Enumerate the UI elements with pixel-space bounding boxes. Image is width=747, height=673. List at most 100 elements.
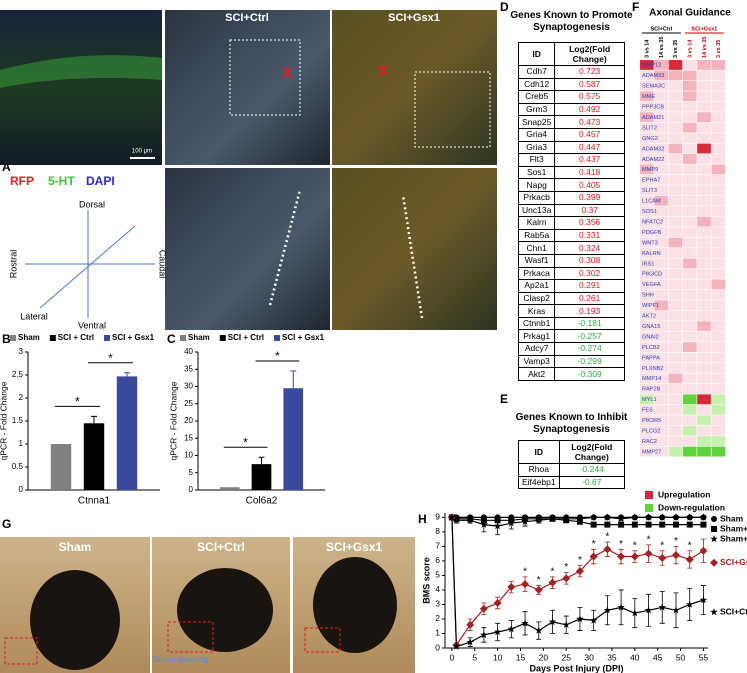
header-cell: ID [517, 42, 556, 66]
bar [50, 444, 72, 490]
heatmap-cell [668, 91, 683, 102]
heatmap-cell [697, 289, 711, 300]
row: Clasp2 0.261 [517, 291, 625, 306]
heatmap-cell [640, 404, 654, 415]
heatmap-cell [697, 269, 711, 279]
heatmap-cell [711, 248, 726, 258]
heatmap-cell [640, 164, 654, 175]
y-tick-label: 1 [435, 628, 440, 638]
significance-label: * [523, 567, 527, 578]
heatmap-cell [654, 174, 668, 185]
cell: Ap2a1 [517, 279, 556, 293]
panel-letter: A [2, 160, 11, 174]
row: Kras 0.193 [517, 304, 625, 318]
photo-note: Dorsal stepping [152, 655, 208, 664]
heatmap-cell [640, 300, 654, 311]
heatmap-cell [668, 436, 683, 447]
mouse [30, 570, 120, 670]
cell: Rhoa [518, 463, 560, 477]
heatmap-cell [682, 415, 697, 426]
cell: Flt3 [517, 153, 556, 167]
heatmap-cell [682, 425, 697, 436]
gene-label: FES [642, 408, 653, 414]
heatmap-cell [668, 80, 683, 91]
heatmap-cell [697, 436, 711, 447]
heatmap-cell [668, 342, 683, 352]
heatmap-cell [697, 415, 711, 426]
heatmap-cell [711, 373, 726, 384]
marker [507, 625, 516, 633]
heatmap-cell [682, 80, 697, 91]
legend-swatch [219, 335, 226, 341]
cell: Prkag1 [517, 329, 556, 344]
heatmap-cell [668, 279, 683, 290]
heatmap-cell [711, 363, 726, 373]
cell: Kalrn [517, 216, 556, 230]
cell: 0.492 [554, 102, 625, 117]
heatmap-cell [668, 300, 683, 311]
y-tick-label: 0 [435, 642, 440, 652]
marker [534, 585, 543, 594]
row: Gria4 0.457 [517, 127, 625, 142]
heatmap-cell [668, 122, 683, 133]
bar [251, 464, 272, 490]
heatmap-cell [711, 342, 726, 352]
heatmap-cell [654, 237, 668, 248]
heatmap-cell [711, 289, 726, 300]
heatmap-cell [682, 269, 697, 279]
gene-label: PAPPA [642, 355, 660, 361]
heatmap-cell [654, 70, 668, 81]
heatmap-cell [654, 373, 668, 384]
marker [466, 620, 475, 629]
marker [452, 516, 461, 524]
legend-marker [710, 558, 718, 567]
heatmap-cell [711, 101, 726, 112]
marker [685, 600, 694, 608]
header-cell: ID [518, 440, 560, 464]
heatmap-cell [711, 415, 726, 426]
gene-label: PIK3CD [642, 272, 662, 278]
x-tick-label: 10 [493, 652, 503, 662]
heatmap-cell [654, 154, 668, 164]
marker [479, 604, 488, 613]
marker [644, 606, 653, 614]
row: Snap25 0.473 [517, 115, 625, 129]
heatmap-cell [668, 133, 683, 143]
heatmap-cell [640, 154, 654, 164]
legend-label: SCI+Ctrl [720, 606, 747, 616]
significance-label: * [275, 349, 280, 363]
cell: -0.257 [554, 329, 625, 344]
cell: -0.181 [554, 316, 625, 331]
y-tick-label: 3 [435, 599, 440, 609]
marker [548, 617, 557, 626]
legend-swatch [180, 335, 186, 341]
heatmap-cell [640, 258, 654, 269]
heatmap-cell [640, 216, 654, 227]
heatmap-cell [668, 143, 683, 154]
heatmap-cell [640, 60, 654, 70]
heatmap-cell [640, 133, 654, 143]
cell: Kras [517, 304, 556, 318]
marker [631, 609, 639, 617]
heatmap-cell [654, 164, 668, 175]
heatmap-cell [668, 269, 683, 279]
header-row: ID Log2(Fold Change) [517, 42, 625, 66]
marker [685, 513, 694, 521]
heatmap-cell [697, 352, 711, 363]
cell: 0.291 [554, 279, 625, 293]
marker [548, 578, 557, 587]
row: Akt2 -0.309 [517, 367, 625, 381]
marker [645, 521, 652, 528]
cell: 0.37 [554, 203, 625, 218]
column-label: 3 vs 35 [716, 40, 722, 58]
y-tick-label: 30 [184, 382, 193, 391]
micrograph [165, 10, 330, 165]
heatmap-cell [654, 446, 668, 457]
heatmap-cell [697, 174, 711, 185]
heatmap-cell [697, 237, 711, 248]
mouse [313, 557, 397, 653]
column-label: 3 vs 14 [688, 39, 694, 58]
cell: 0.193 [554, 304, 625, 318]
row: Unc13a 0.37 [517, 203, 625, 218]
